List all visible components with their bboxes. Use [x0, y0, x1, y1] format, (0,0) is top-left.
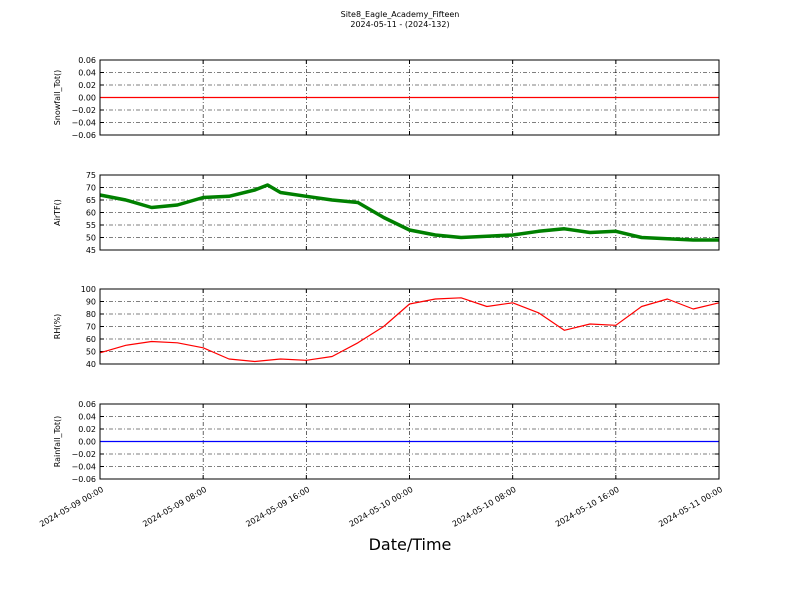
x-tick-label: 2024-05-09 08:00 — [141, 485, 208, 529]
y-tick-label: 0.04 — [78, 413, 96, 422]
y-tick-label: −0.02 — [71, 450, 96, 459]
y-tick-label: 0.06 — [78, 56, 96, 65]
y-tick-label: 45 — [86, 246, 96, 255]
x-tick-label: 2024-05-10 08:00 — [451, 485, 518, 529]
y-tick-label: 0.04 — [78, 69, 96, 78]
chart-title: Site8_Eagle_Academy_Fifteen — [341, 10, 460, 19]
y-tick-label: 80 — [86, 310, 96, 319]
y-tick-label: 60 — [86, 335, 96, 344]
y-axis-label: Rainfall_Tot() — [53, 416, 62, 468]
x-tick-label: 2024-05-09 16:00 — [244, 485, 311, 529]
y-tick-label: 75 — [86, 171, 96, 180]
plot-frame — [99, 174, 720, 251]
y-tick-label: 0.00 — [78, 438, 96, 447]
y-axis-label: Snowfall_Tot() — [53, 70, 62, 126]
y-tick-label: 50 — [86, 234, 96, 243]
data-line — [99, 297, 720, 363]
y-axis-label: RH(%) — [53, 314, 62, 339]
x-tick-label: 2024-05-09 00:00 — [38, 485, 105, 529]
plot-frame — [99, 288, 720, 365]
y-tick-label: −0.02 — [71, 106, 96, 115]
y-tick-label: 0.06 — [78, 400, 96, 409]
y-tick-label: 70 — [86, 184, 96, 193]
y-tick-label: 0.02 — [78, 81, 96, 90]
y-tick-label: −0.06 — [71, 131, 96, 140]
x-axis-label: Date/Time — [369, 535, 452, 554]
plot-frame — [99, 403, 720, 480]
x-tick-label: 2024-05-10 16:00 — [554, 485, 621, 529]
y-tick-label: 90 — [86, 298, 96, 307]
y-tick-label: 0.02 — [78, 425, 96, 434]
y-tick-label: 40 — [86, 360, 96, 369]
x-tick-label: 2024-05-11 00:00 — [657, 485, 724, 529]
y-axis-label: AirTF() — [53, 199, 62, 226]
y-tick-label: 60 — [86, 209, 96, 218]
y-tick-label: 65 — [86, 196, 96, 205]
plot-frame — [99, 59, 720, 136]
chart-subtitle: 2024-05-11 - (2024-132) — [350, 20, 449, 29]
y-tick-label: 100 — [81, 285, 96, 294]
y-tick-label: −0.04 — [71, 119, 96, 128]
y-tick-label: −0.06 — [71, 475, 96, 484]
y-tick-label: 55 — [86, 221, 96, 230]
y-tick-label: 50 — [86, 348, 96, 357]
data-line — [99, 183, 719, 242]
y-tick-label: 0.00 — [78, 94, 96, 103]
x-tick-label: 2024-05-10 00:00 — [348, 485, 415, 529]
y-tick-label: 70 — [86, 323, 96, 332]
y-tick-label: −0.04 — [71, 463, 96, 472]
